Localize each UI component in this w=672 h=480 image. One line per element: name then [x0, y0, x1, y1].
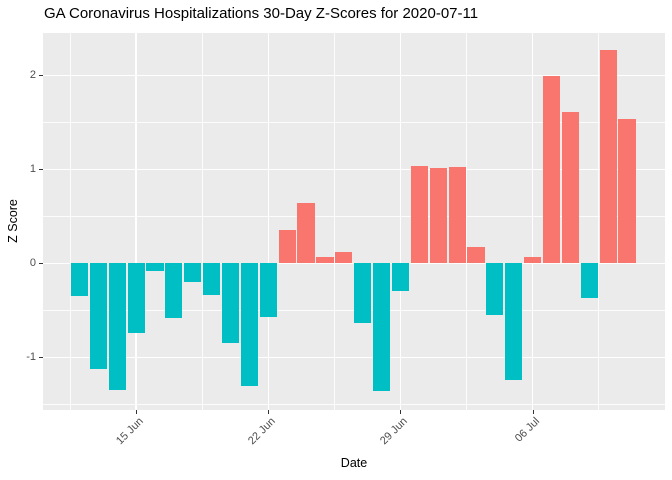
minor-gridline-v [334, 33, 335, 410]
bar-2020-07-02 [448, 167, 466, 264]
x-tick-mark [532, 410, 534, 414]
bar-2020-06-13 [89, 263, 107, 369]
bar-2020-07-05 [505, 263, 523, 380]
y-tick-mark [39, 169, 43, 171]
chart-title: GA Coronavirus Hospitalizations 30-Day Z… [44, 5, 479, 22]
bar-2020-06-16 [146, 263, 164, 271]
bar-2020-06-20 [221, 263, 240, 344]
x-tick-label: 29 Jun [378, 415, 411, 448]
major-gridline-h [43, 168, 665, 170]
minor-gridline-v [69, 33, 71, 410]
bar-2020-06-24 [297, 203, 315, 264]
bar-2020-06-15 [127, 263, 145, 333]
bar-2020-06-19 [203, 263, 221, 296]
x-tick-mark [268, 410, 270, 414]
minor-gridline-h [43, 404, 665, 405]
bar-2020-07-11 [618, 119, 636, 264]
minor-gridline-h [43, 215, 665, 217]
major-gridline-h [43, 356, 665, 359]
minor-gridline-v [466, 33, 467, 410]
bar-2020-06-12 [70, 263, 89, 297]
bar-2020-07-09 [580, 263, 598, 299]
x-axis-title: Date [340, 456, 368, 470]
bar-2020-07-06 [524, 256, 542, 264]
minor-gridline-v [201, 33, 203, 410]
y-axis-title: Z Score [6, 199, 20, 243]
y-tick-label: -1 [26, 351, 36, 364]
y-tick-label: 2 [29, 69, 36, 82]
y-tick-mark [39, 263, 43, 265]
bar-2020-06-21 [240, 263, 258, 386]
bar-2020-07-01 [429, 168, 447, 264]
y-tick-mark [39, 357, 43, 359]
major-gridline-h [43, 262, 665, 265]
major-gridline-v [531, 33, 534, 410]
bar-2020-06-28 [372, 263, 391, 392]
bar-2020-06-23 [278, 230, 296, 264]
x-tick-label: 15 Jun [114, 415, 146, 448]
major-gridline-h [43, 74, 665, 76]
bar-2020-07-10 [599, 49, 617, 264]
bar-2020-06-14 [108, 263, 126, 391]
bar-2020-07-04 [486, 263, 504, 316]
x-tick-mark [400, 410, 402, 414]
bar-2020-06-27 [354, 263, 372, 324]
major-gridline-v [135, 33, 137, 410]
bar-2020-06-22 [259, 263, 277, 317]
major-gridline-v [399, 33, 402, 410]
bar-2020-07-08 [561, 111, 579, 264]
major-gridline-v [267, 33, 269, 410]
y-tick-label: 1 [29, 163, 36, 176]
minor-gridline-h [43, 121, 665, 123]
minor-gridline-v [598, 33, 600, 410]
x-tick-mark [136, 410, 138, 414]
minor-gridline-h [43, 309, 665, 311]
bar-2020-06-25 [316, 256, 334, 264]
bar-2020-06-17 [165, 263, 183, 318]
x-tick-label: 06 Jul [513, 415, 543, 445]
y-tick-mark [39, 75, 43, 77]
bar-2020-07-07 [542, 76, 561, 264]
bar-2020-06-26 [335, 252, 353, 264]
bar-2020-06-18 [184, 263, 202, 283]
bar-2020-06-29 [391, 263, 410, 291]
bar-2020-06-30 [410, 165, 428, 264]
x-tick-label: 22 Jun [246, 415, 279, 448]
bar-2020-07-03 [467, 247, 485, 264]
y-tick-label: 0 [29, 257, 36, 270]
plot-panel [43, 33, 665, 410]
